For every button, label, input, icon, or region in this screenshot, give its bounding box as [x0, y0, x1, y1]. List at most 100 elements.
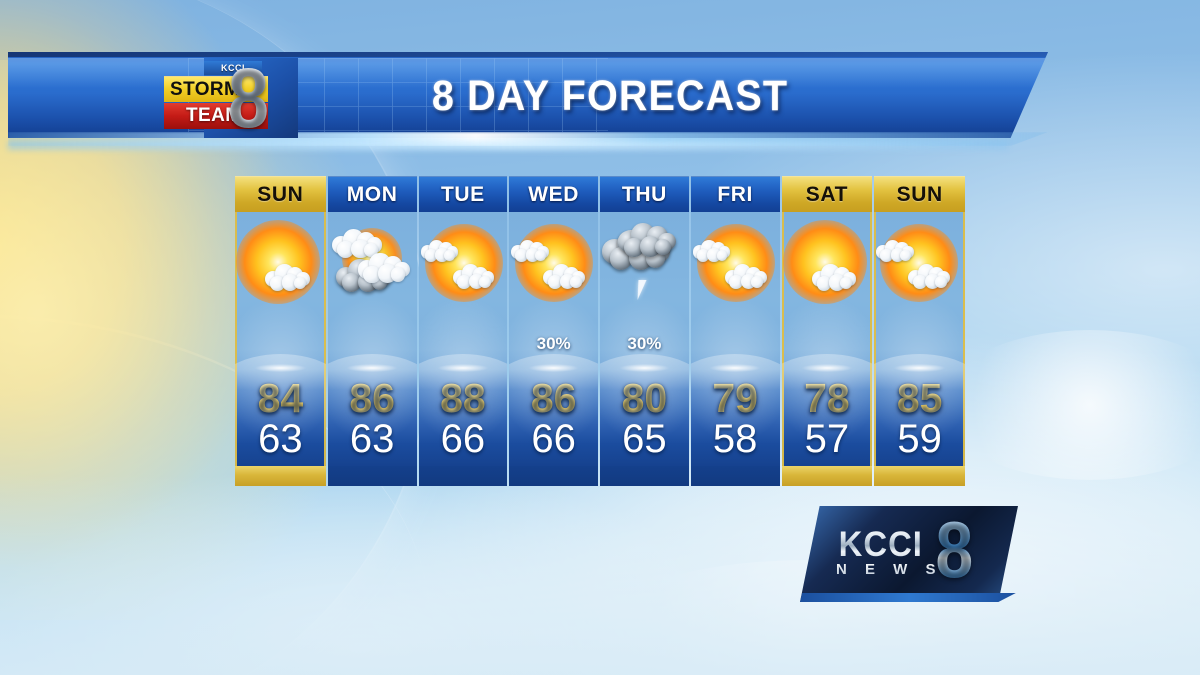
forecast-day-column[interactable]: MON 86 63 — [327, 176, 417, 486]
cloud-puff — [390, 267, 406, 282]
cloud-puff — [424, 249, 438, 262]
temperature-group: 88 66 — [419, 378, 508, 461]
day-footer-bar — [509, 466, 599, 486]
logo-plate — [800, 506, 1018, 602]
cloud-puff — [515, 249, 528, 262]
forecast-day-column[interactable]: TUE 88 66 — [418, 176, 508, 486]
forecast-day-column[interactable]: SUN 85 59 — [874, 176, 966, 486]
day-header: WED — [509, 176, 599, 212]
day-label: SUN — [257, 182, 304, 206]
temperature-group: 78 57 — [782, 378, 873, 461]
lightning-bolt-icon — [633, 280, 647, 300]
logo-channel-8: 8 — [228, 56, 284, 142]
day-label: SUN — [896, 182, 943, 206]
day-header: FRI — [690, 176, 780, 212]
weather-icon — [419, 218, 508, 313]
low-temperature: 58 — [712, 417, 758, 461]
forecast-day-column[interactable]: THU 30% 80 65 — [600, 176, 689, 486]
temperature-group: 84 63 — [235, 378, 326, 461]
high-temperature: 86 — [328, 378, 417, 419]
temperature-group: 79 58 — [691, 378, 780, 461]
mostly-sunny-icon — [782, 218, 873, 313]
page-title: 8 DAY FORECAST — [431, 71, 789, 120]
sun-disc — [515, 224, 594, 302]
day-footer-bar — [327, 466, 417, 486]
partly-sunny-icon — [691, 218, 780, 313]
day-label: TUE — [440, 182, 485, 206]
cloud-puff — [729, 274, 744, 289]
sun-disc — [236, 220, 320, 304]
panel-shine — [619, 364, 670, 373]
low-temperature: 66 — [531, 417, 576, 461]
sun-disc — [880, 224, 959, 302]
cloud-puff — [696, 249, 710, 262]
day-footer-bar — [690, 466, 780, 486]
day-body: 30% 80 65 — [600, 212, 689, 466]
forecast-day-column[interactable]: SUN 84 63 — [235, 176, 326, 486]
precip-chance: 30% — [627, 334, 662, 353]
weather-icon — [328, 218, 417, 313]
day-header: SUN — [874, 176, 966, 212]
day-label: FRI — [717, 182, 753, 206]
low-temperature: 63 — [349, 417, 395, 461]
eight-day-forecast-strip: SUN 84 63 MON 86 63 TUE 88 66 WED 30% 86 66 THU 30% 80 6… — [235, 176, 966, 486]
low-temperature: 63 — [258, 417, 303, 461]
cloud-puff — [535, 250, 546, 261]
cloud-puff — [751, 275, 764, 288]
thunderstorm-icon — [600, 218, 689, 313]
day-body: 78 57 — [781, 212, 873, 466]
day-header: SAT — [781, 176, 873, 212]
day-header: THU — [600, 176, 689, 212]
cloud-puff — [569, 275, 582, 288]
forecast-day-column[interactable]: WED 30% 86 66 — [509, 176, 599, 486]
cloud-puff — [337, 241, 355, 259]
cloud-puff — [293, 276, 306, 290]
cloud-puff — [547, 274, 562, 289]
cloud-wisp — [940, 330, 1200, 480]
forecast-day-column[interactable]: FRI 79 58 — [690, 176, 780, 486]
cloud-puff — [341, 273, 361, 292]
weather-icon — [691, 218, 780, 313]
storm-team-8-logo: KCCI STORM TEAM 8 — [158, 56, 298, 140]
partly-sunny-icon — [874, 218, 965, 313]
day-footer-bar — [781, 466, 873, 486]
day-body: 86 63 — [327, 212, 417, 466]
temperature-group: 86 66 — [509, 378, 598, 461]
high-temperature: 88 — [419, 378, 508, 419]
horizon-haze — [0, 475, 1200, 675]
day-label: MON — [346, 182, 398, 206]
partly-sunny-icon — [419, 218, 508, 313]
high-temperature: 79 — [691, 378, 780, 419]
day-header: SUN — [235, 176, 326, 212]
cloud-puff — [654, 239, 671, 256]
logo-storm-label: STORM — [164, 76, 268, 102]
cloud-puff — [840, 276, 853, 290]
panel-shine — [438, 364, 488, 373]
logo-bottom-edge — [800, 593, 1016, 602]
panel-shine — [347, 364, 397, 373]
sun-disc — [424, 224, 503, 302]
station-call-letters: KCCI — [838, 525, 923, 564]
low-temperature: 59 — [897, 417, 942, 461]
day-label: SAT — [805, 182, 849, 206]
banner-top-edge — [8, 52, 1048, 57]
day-header: TUE — [418, 176, 508, 212]
mostly-sunny-icon — [235, 218, 326, 313]
temperature-group: 85 59 — [874, 378, 965, 461]
weather-icon — [235, 218, 326, 313]
low-temperature: 65 — [622, 417, 667, 461]
cloud-puff — [444, 250, 455, 261]
panel-shine — [710, 364, 761, 373]
logo-kcci-label: KCCI — [204, 61, 262, 75]
cloud-puff — [624, 237, 644, 257]
forecast-day-column[interactable]: SAT 78 57 — [781, 176, 873, 486]
weather-icon — [600, 218, 689, 313]
station-news-label: N E W S — [836, 561, 943, 578]
high-temperature: 86 — [509, 378, 598, 419]
day-footer-bar — [874, 466, 966, 486]
panel-shine — [801, 364, 853, 373]
cloud-puff — [269, 275, 285, 291]
high-temperature: 78 — [782, 378, 873, 419]
precip-chance: 30% — [536, 334, 571, 353]
day-footer-bar — [418, 466, 508, 486]
